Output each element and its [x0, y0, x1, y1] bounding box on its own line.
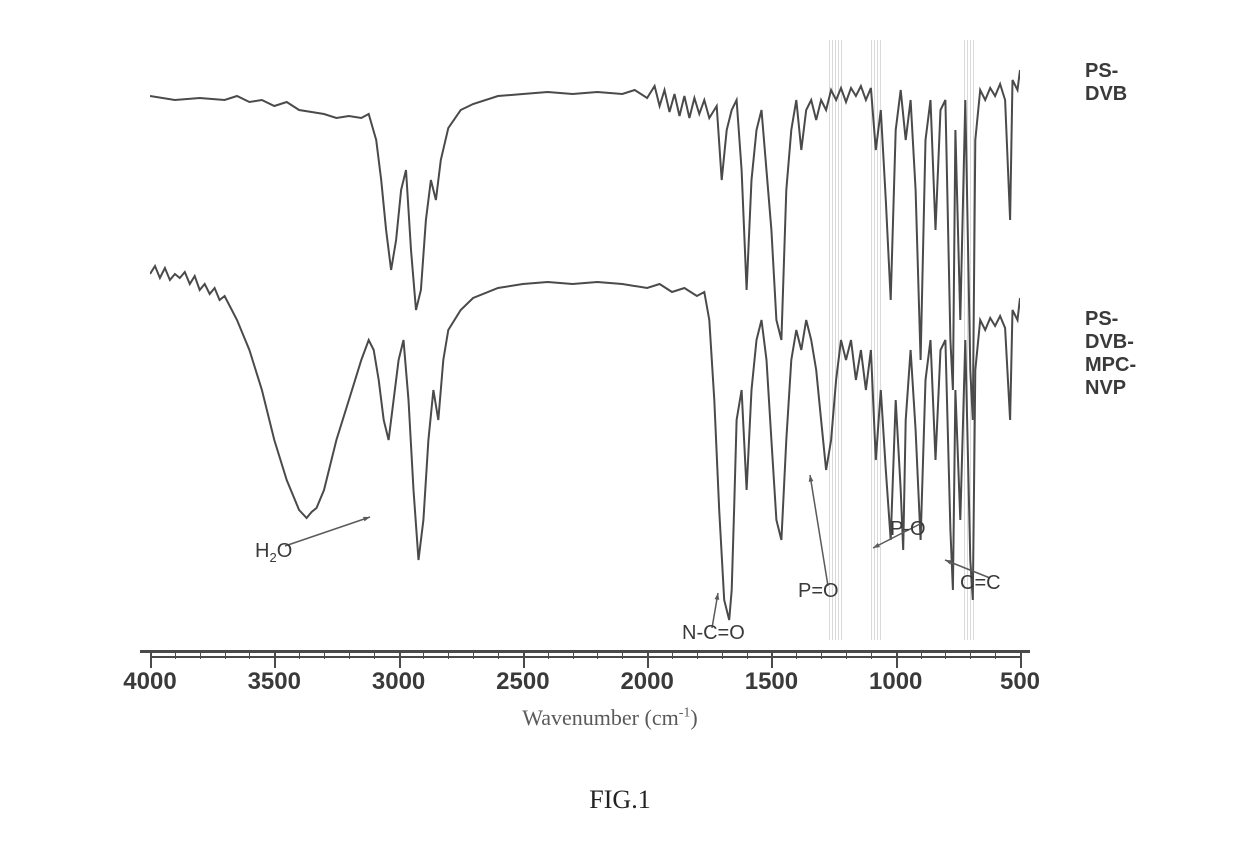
tick-minor [573, 650, 574, 659]
tick-minor [672, 650, 673, 659]
tick-minor [374, 650, 375, 659]
tick-minor [921, 650, 922, 659]
tick-minor [200, 650, 201, 659]
figure-caption: FIG.1 [589, 785, 650, 815]
tick-major [274, 650, 276, 668]
tick-label: 2500 [496, 668, 549, 696]
tick-minor [597, 650, 598, 659]
tick-minor [299, 650, 300, 659]
tick-major [399, 650, 401, 668]
tick-minor [846, 650, 847, 659]
tick-minor [970, 650, 971, 659]
tick-minor [448, 650, 449, 659]
tick-minor [324, 650, 325, 659]
tick-minor [473, 650, 474, 659]
tick-minor [249, 650, 250, 659]
annotation-N-C=O: N-C=O [682, 622, 745, 645]
tick-minor [697, 650, 698, 659]
series-label-PS-DVB-MPC-NVP: PS-DVB-MPC-NVP [1085, 308, 1136, 400]
tick-major [647, 650, 649, 668]
tick-minor [821, 650, 822, 659]
ftir-chart: H2ON-C=OP=OP-OC=C PS-DVBPS-DVB-MPC-NVP 5… [100, 40, 1120, 720]
tick-major [150, 650, 152, 668]
tick-minor [423, 650, 424, 659]
spectrum-PS-DVB [150, 70, 1020, 420]
tick-minor [349, 650, 350, 659]
annotation-P=O: P=O [798, 580, 839, 603]
tick-minor [747, 650, 748, 659]
tick-label: 1500 [745, 668, 798, 696]
tick-minor [722, 650, 723, 659]
annotation-P-O: P-O [890, 518, 926, 541]
tick-label: 3000 [372, 668, 425, 696]
series-label-PS-DVB: PS-DVB [1085, 60, 1127, 106]
tick-minor [622, 650, 623, 659]
annotation-arrow [810, 475, 828, 586]
tick-minor [995, 650, 996, 659]
tick-label: 2000 [620, 668, 673, 696]
annotation-arrow [285, 517, 370, 546]
tick-minor [871, 650, 872, 659]
tick-minor [945, 650, 946, 659]
spectrum-PS-DVB-MPC-NVP [150, 266, 1020, 620]
tick-minor [548, 650, 549, 659]
tick-major [1020, 650, 1022, 668]
tick-label: 4000 [123, 668, 176, 696]
tick-label: 500 [1000, 668, 1040, 696]
tick-minor [225, 650, 226, 659]
tick-major [523, 650, 525, 668]
tick-minor [175, 650, 176, 659]
tick-major [896, 650, 898, 668]
plot-area: H2ON-C=OP=OP-OC=C [150, 40, 1020, 640]
annotation-C=C: C=C [960, 572, 1001, 595]
tick-label: 3500 [248, 668, 301, 696]
tick-minor [796, 650, 797, 659]
annotation-H₂O: H2O [255, 540, 292, 565]
tick-label: 1000 [869, 668, 922, 696]
tick-major [771, 650, 773, 668]
tick-minor [498, 650, 499, 659]
x-axis-title: Wavenumber (cm-1) [522, 705, 697, 731]
x-axis-baseline-inner [150, 656, 1020, 658]
